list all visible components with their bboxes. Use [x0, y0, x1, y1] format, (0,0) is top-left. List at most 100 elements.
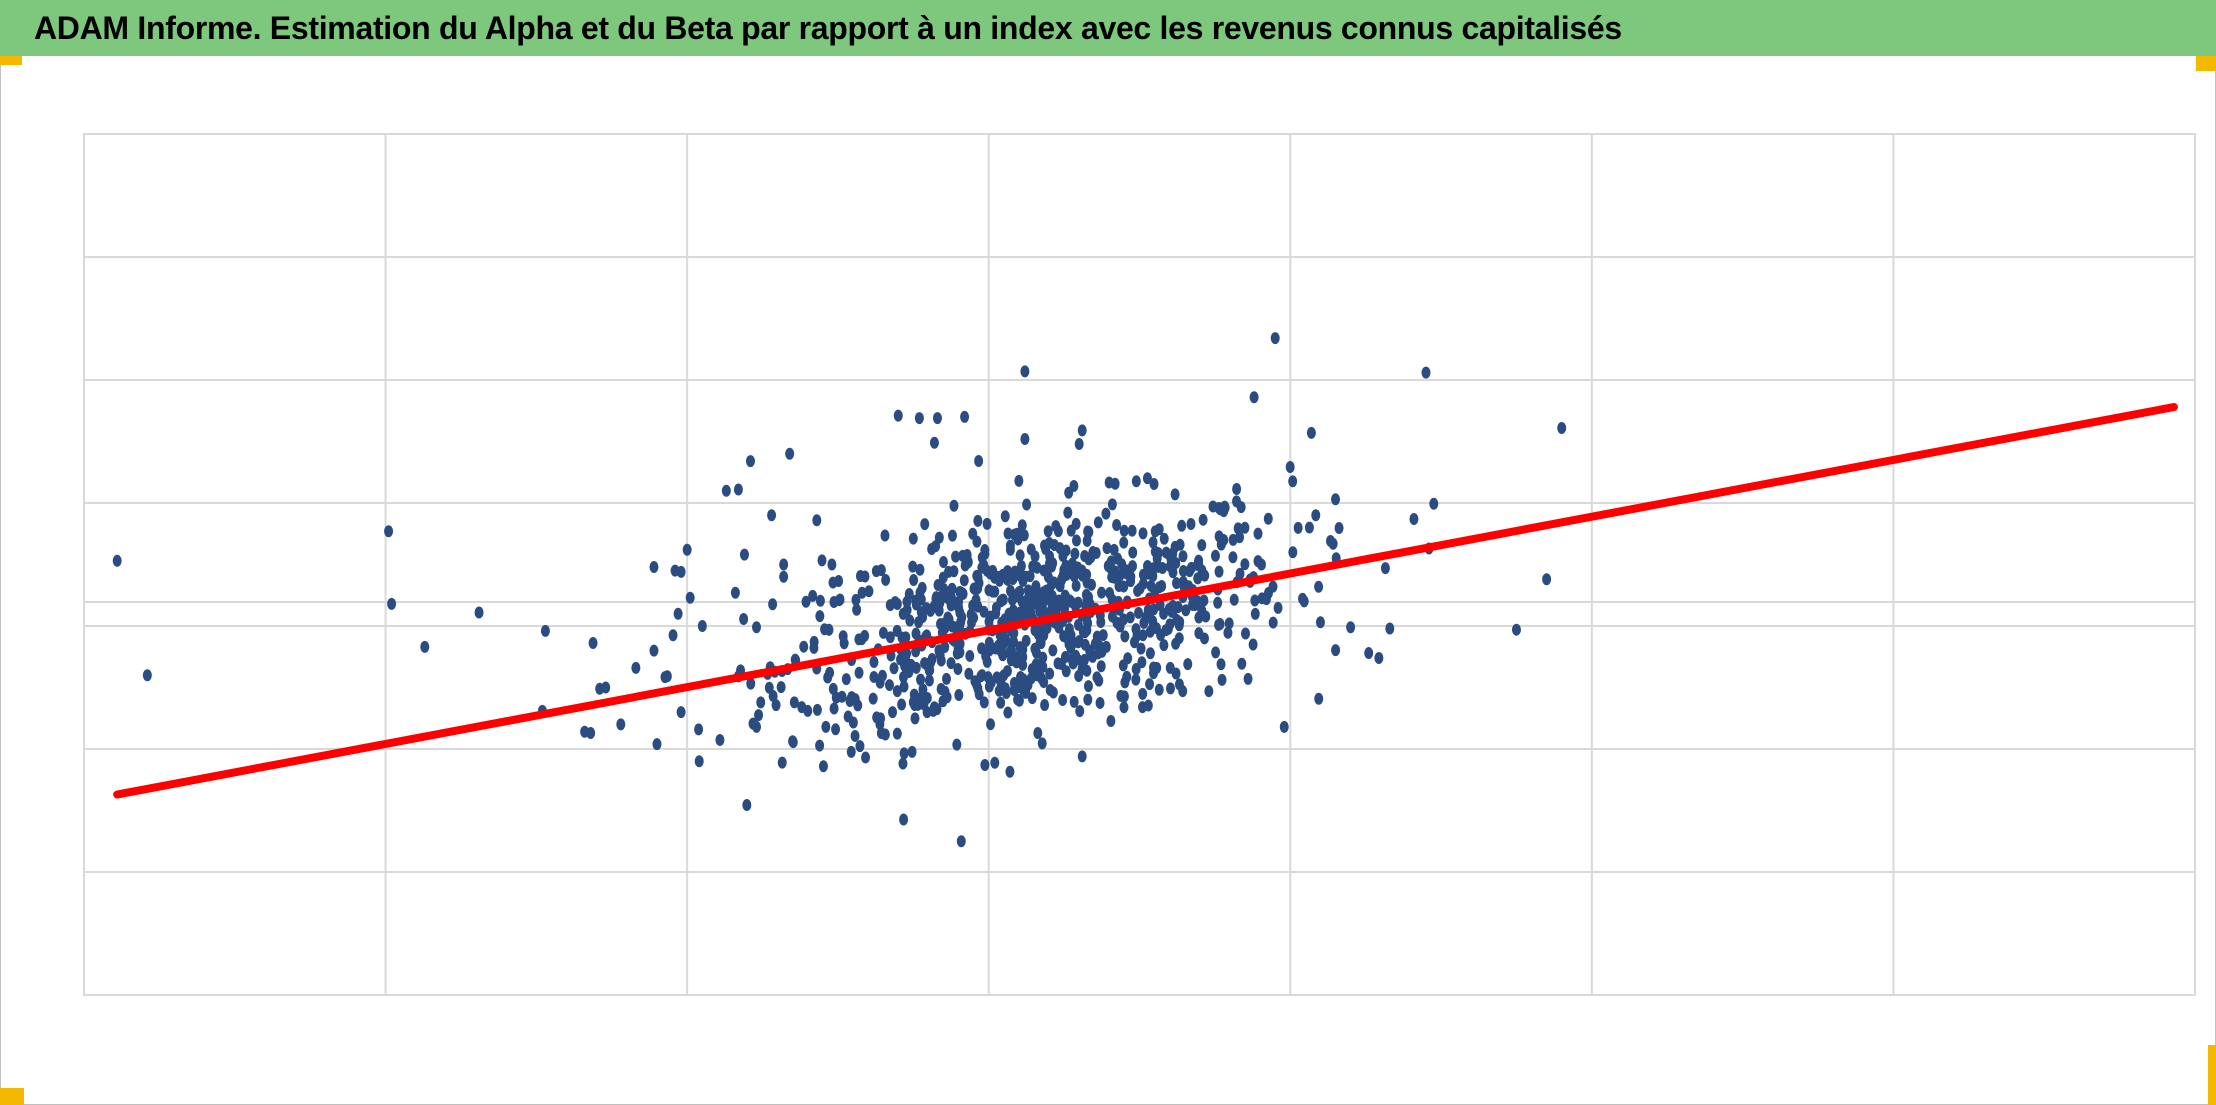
- data-point: [1075, 705, 1085, 718]
- data-point: [739, 548, 749, 561]
- data-point: [908, 560, 918, 573]
- data-point: [1314, 580, 1324, 593]
- data-point: [1153, 547, 1163, 560]
- data-point: [899, 813, 909, 826]
- data-point: [1119, 701, 1129, 714]
- data-point: [1159, 607, 1169, 620]
- data-point: [1200, 569, 1210, 582]
- data-point: [897, 698, 907, 711]
- data-point: [1306, 426, 1316, 439]
- data-point: [927, 542, 937, 555]
- data-point: [715, 733, 725, 746]
- data-point: [1142, 472, 1152, 485]
- data-point: [1204, 685, 1214, 698]
- data-point: [1005, 543, 1015, 556]
- data-point: [869, 670, 879, 683]
- selection-handle-top-left[interactable]: [0, 56, 22, 65]
- data-point: [1074, 437, 1084, 450]
- data-point: [1148, 536, 1158, 549]
- data-point: [1421, 366, 1431, 379]
- data-point: [1003, 706, 1013, 719]
- data-point: [953, 662, 963, 675]
- data-point: [1208, 500, 1218, 513]
- data-point: [1071, 579, 1081, 592]
- data-point: [1134, 606, 1144, 619]
- data-point: [1109, 543, 1119, 556]
- data-point: [1328, 537, 1338, 550]
- data-point: [1154, 683, 1164, 696]
- data-point: [932, 412, 942, 425]
- data-point: [808, 589, 818, 602]
- data-point: [694, 723, 704, 736]
- data-point: [991, 601, 1001, 614]
- data-point: [815, 594, 825, 607]
- data-point: [799, 640, 809, 653]
- data-point: [1178, 685, 1188, 698]
- data-point: [1135, 582, 1145, 595]
- data-point: [876, 727, 886, 740]
- data-point: [788, 735, 798, 748]
- data-point: [910, 697, 920, 710]
- data-point: [968, 527, 978, 540]
- data-point: [1145, 678, 1155, 691]
- data-point: [966, 608, 976, 621]
- data-point: [1009, 684, 1019, 697]
- data-point: [730, 586, 740, 599]
- data-point: [768, 598, 778, 611]
- data-point: [1331, 493, 1341, 506]
- data-point: [1080, 653, 1090, 666]
- selection-handle-bottom-right[interactable]: [2208, 1045, 2216, 1105]
- data-point: [1511, 623, 1521, 636]
- data-point: [838, 630, 848, 643]
- data-point: [676, 565, 686, 578]
- data-point: [1146, 579, 1156, 592]
- data-point: [969, 582, 979, 595]
- data-point: [1178, 565, 1188, 578]
- data-point: [977, 561, 987, 574]
- data-point: [739, 613, 749, 626]
- data-point: [861, 751, 871, 764]
- data-point: [841, 673, 851, 686]
- data-point: [752, 621, 762, 634]
- selection-handle-bottom-left[interactable]: [0, 1088, 24, 1105]
- data-point: [815, 610, 825, 623]
- data-point: [745, 455, 755, 468]
- data-point: [990, 585, 1000, 598]
- data-point: [1058, 694, 1068, 707]
- data-point: [1149, 478, 1159, 491]
- data-point: [1071, 534, 1081, 547]
- data-point: [936, 654, 946, 667]
- data-point: [1084, 591, 1094, 604]
- data-point: [828, 682, 838, 695]
- selection-handle-top-right[interactable]: [2196, 56, 2216, 71]
- data-point: [817, 554, 827, 567]
- data-point: [920, 657, 930, 670]
- data-point: [1097, 586, 1107, 599]
- data-point: [1159, 639, 1169, 652]
- data-point: [986, 718, 996, 731]
- data-point: [875, 717, 885, 730]
- data-point: [1122, 670, 1132, 683]
- report-header: ADAM Informe. Estimation du Alpha et du …: [0, 0, 2216, 56]
- data-point: [1285, 460, 1295, 473]
- data-point: [996, 696, 1006, 709]
- data-point: [588, 636, 598, 649]
- data-point: [1018, 650, 1028, 663]
- data-point: [1228, 551, 1238, 564]
- data-point: [1181, 604, 1191, 617]
- data-point: [1213, 596, 1223, 609]
- data-point: [1299, 595, 1309, 608]
- data-point: [694, 755, 704, 768]
- data-point: [1077, 424, 1087, 437]
- data-point: [1334, 522, 1344, 535]
- data-point: [1005, 584, 1015, 597]
- data-point: [959, 574, 969, 587]
- data-point: [911, 598, 921, 611]
- data-point: [1143, 699, 1153, 712]
- data-point: [1119, 524, 1129, 537]
- data-point: [1175, 538, 1185, 551]
- data-point: [904, 588, 914, 601]
- data-point: [1197, 604, 1207, 617]
- data-point: [1020, 365, 1030, 378]
- data-point: [1022, 498, 1032, 511]
